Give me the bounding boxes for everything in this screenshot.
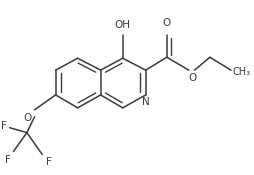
Text: F: F — [46, 158, 52, 167]
Text: O: O — [188, 73, 196, 83]
Text: CH₃: CH₃ — [232, 67, 250, 77]
Text: N: N — [141, 97, 149, 107]
Text: O: O — [23, 113, 31, 123]
Text: F: F — [1, 121, 7, 131]
Text: F: F — [5, 155, 11, 165]
Text: O: O — [162, 19, 170, 29]
Text: OH: OH — [114, 20, 130, 30]
